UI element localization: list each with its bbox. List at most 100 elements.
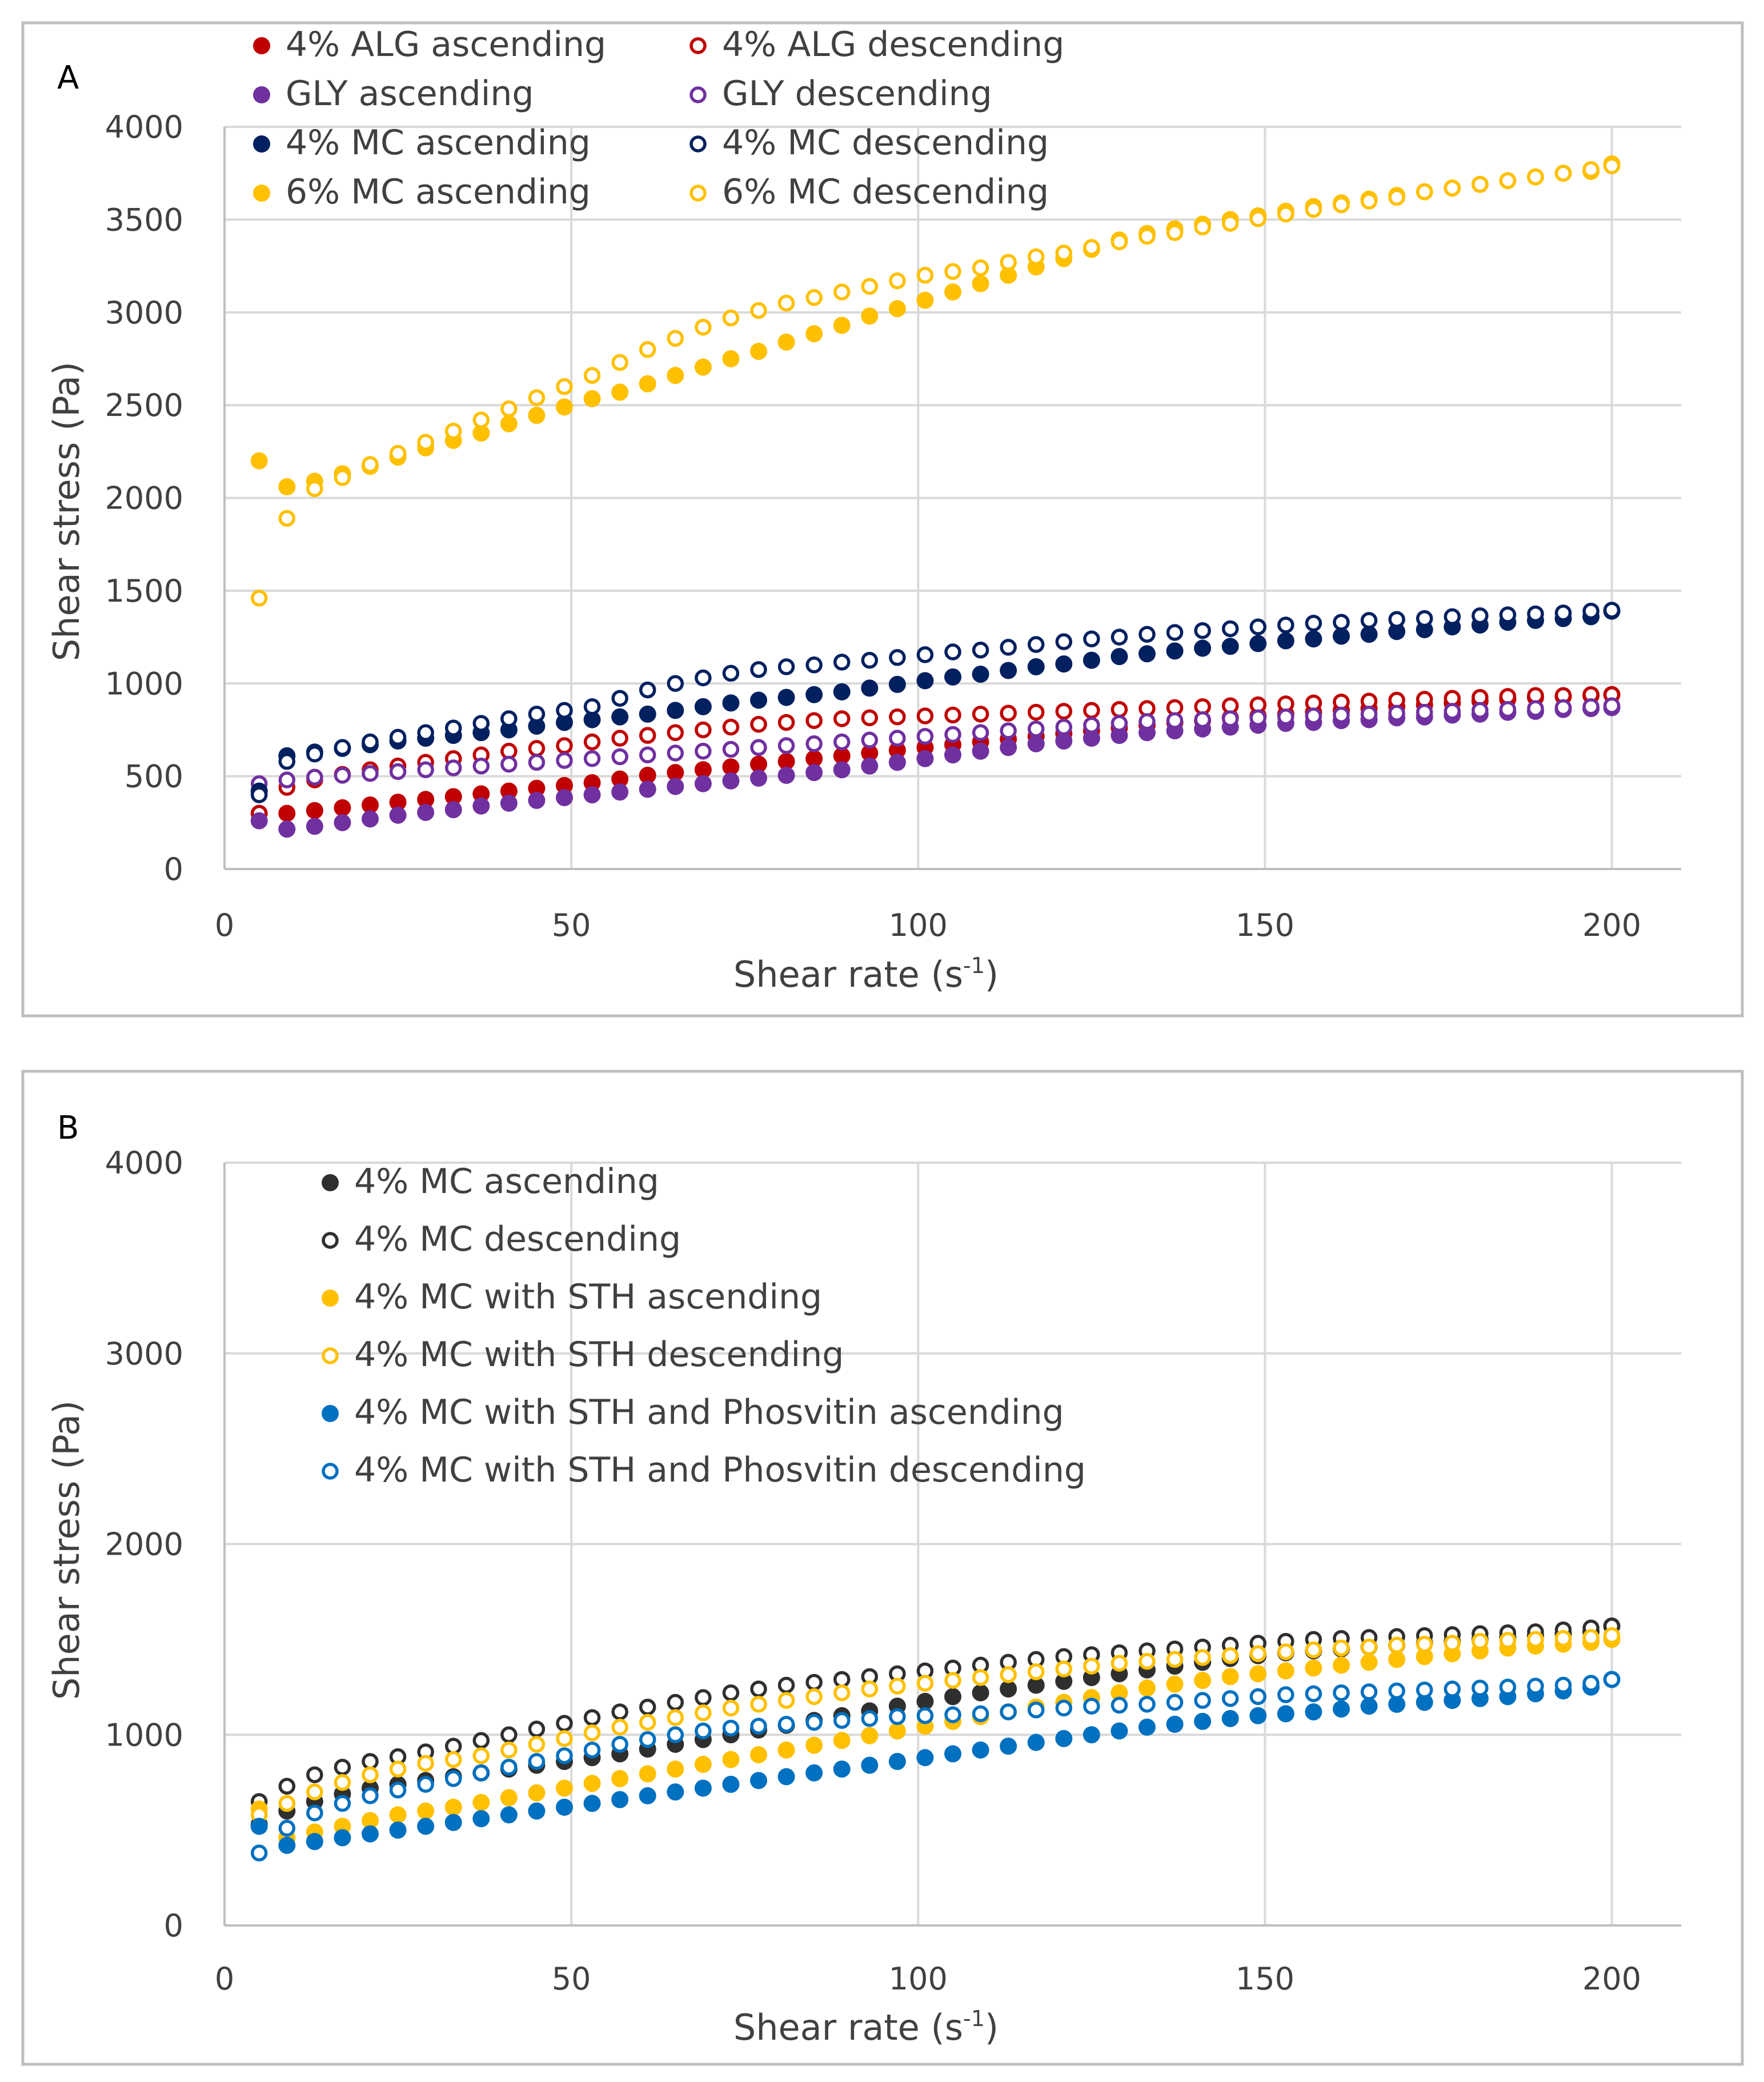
- x-axis-label-superscript: -1: [963, 2006, 985, 2031]
- data-point: [583, 1741, 601, 1759]
- data-point: [278, 752, 296, 770]
- legend-marker: [253, 37, 270, 54]
- data-point: [722, 664, 740, 682]
- data-point: [556, 398, 573, 416]
- data-point: [972, 724, 989, 742]
- data-point: [583, 1775, 601, 1792]
- data-point: [639, 1787, 656, 1805]
- gridlines: [223, 1162, 1681, 1927]
- data-point: [1333, 614, 1350, 631]
- data-point: [944, 643, 961, 660]
- data-point: [833, 1760, 851, 1778]
- data-point: [1305, 1641, 1322, 1659]
- data-point: [750, 715, 767, 733]
- data-point: [1360, 1653, 1378, 1671]
- data-point: [1000, 704, 1017, 722]
- data-point: [972, 1684, 989, 1701]
- data-point: [916, 1675, 934, 1692]
- data-point: [278, 820, 296, 838]
- data-point: [972, 1669, 989, 1686]
- data-point: [362, 1753, 379, 1770]
- data-point: [1499, 172, 1517, 189]
- x-tick-label: 100: [889, 907, 948, 943]
- data-point: [639, 767, 656, 784]
- data-point: [556, 776, 573, 794]
- data-point: [250, 452, 268, 470]
- data-point: [611, 748, 628, 766]
- data-point: [1194, 711, 1211, 728]
- data-point: [889, 730, 906, 747]
- data-point: [833, 710, 851, 727]
- data-point: [472, 1764, 490, 1781]
- data-point: [1083, 716, 1100, 734]
- data-point: [1554, 699, 1572, 716]
- data-point: [833, 1732, 851, 1749]
- data-point: [583, 733, 601, 751]
- data-point: [1277, 616, 1294, 634]
- data-point: [1249, 709, 1267, 727]
- data-point: [861, 709, 879, 727]
- data-point: [1305, 1659, 1322, 1677]
- series-4-mc-descending: [250, 1617, 1621, 1810]
- data-point: [528, 1802, 546, 1820]
- data-point: [1249, 1645, 1267, 1663]
- data-point: [1000, 1680, 1017, 1698]
- data-point: [417, 1776, 434, 1793]
- data-point: [306, 802, 323, 819]
- data-point: [639, 1731, 656, 1748]
- data-point: [1110, 628, 1128, 646]
- panel-label: A: [57, 59, 79, 97]
- data-point: [1027, 1676, 1045, 1694]
- y-tick-label: 1000: [105, 1717, 183, 1753]
- data-point: [1194, 1712, 1212, 1730]
- data-point: [1388, 623, 1406, 640]
- data-point: [306, 1833, 323, 1851]
- legend: 4% ALG ascending 4% ALG descending GLY asc…: [253, 25, 1064, 212]
- data-point: [472, 758, 490, 775]
- data-point: [1603, 697, 1621, 714]
- x-tick-label: 50: [552, 907, 591, 943]
- data-point: [1582, 1629, 1599, 1646]
- data-point: [695, 1704, 712, 1721]
- series-gly-descending: [250, 697, 1621, 792]
- data-point: [500, 1726, 518, 1743]
- data-point: [444, 1751, 462, 1768]
- data-point: [1083, 1726, 1100, 1744]
- data-point: [861, 278, 879, 295]
- data-point: [306, 768, 323, 786]
- data-point: [556, 378, 573, 395]
- data-point: [1554, 1676, 1572, 1694]
- data-point: [833, 654, 851, 671]
- data-point: [1277, 1662, 1294, 1680]
- data-point: [667, 367, 684, 385]
- legend-marker: [689, 135, 707, 153]
- data-point: [1027, 636, 1045, 653]
- legend-marker: [322, 1405, 339, 1422]
- legend-label: GLY descending: [722, 74, 992, 114]
- data-point: [694, 775, 712, 792]
- data-point: [916, 750, 934, 767]
- data-point: [916, 1749, 934, 1767]
- chart-panel-a: A 0 500 1000 1500 2000 2500 3000 3500 4000 0 50 10…: [21, 21, 1744, 1018]
- data-point: [750, 769, 767, 787]
- data-point: [389, 1760, 407, 1778]
- data-point: [1277, 1686, 1294, 1703]
- data-point: [1027, 1701, 1045, 1719]
- data-point: [362, 1825, 379, 1843]
- data-point: [1249, 1707, 1267, 1724]
- data-point: [1582, 1675, 1599, 1692]
- chart-panel-b: B 0 1000 2000 3000 4000 0 50 100 150 200 4% MC a…: [21, 1070, 1744, 2066]
- data-point: [417, 791, 435, 808]
- data-point: [362, 1812, 379, 1829]
- data-point: [528, 740, 546, 757]
- y-tick-label: 2000: [105, 1527, 183, 1563]
- data-point: [833, 761, 851, 779]
- data-point: [695, 1689, 712, 1706]
- data-point: [278, 1836, 296, 1854]
- series-4-mc-descending: [250, 602, 1621, 803]
- data-point: [639, 746, 656, 764]
- data-point: [444, 1799, 462, 1816]
- data-point: [1166, 1675, 1184, 1693]
- data-point: [889, 708, 906, 726]
- legend-label: 4% MC ascending: [354, 1162, 659, 1202]
